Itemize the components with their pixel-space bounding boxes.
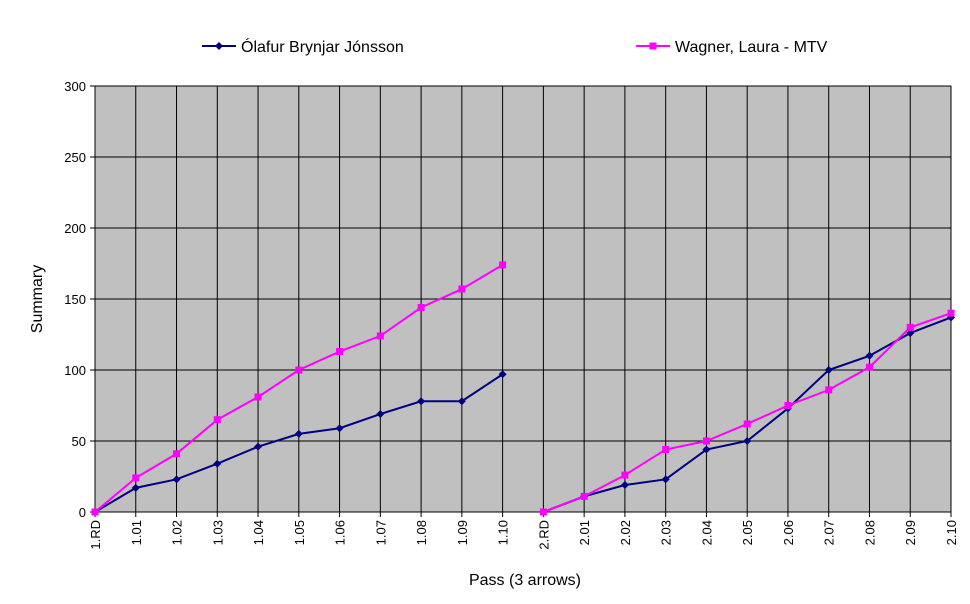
data-point — [132, 474, 140, 482]
x-axis-label: Pass (3 arrows) — [469, 572, 581, 589]
x-tick-label: 1.06 — [333, 520, 348, 545]
x-tick-label: 1.09 — [455, 520, 470, 545]
data-point — [825, 386, 833, 394]
x-tick-label: 1.05 — [292, 520, 307, 545]
data-point — [376, 332, 384, 340]
data-point — [336, 348, 344, 356]
x-tick-label: 2.07 — [822, 520, 837, 545]
data-point — [906, 329, 915, 338]
data-point — [865, 363, 873, 371]
y-tick-label: 250 — [64, 150, 86, 165]
x-tick-label: 2.01 — [577, 520, 592, 545]
data-point — [620, 481, 629, 490]
x-tick-label: 2.05 — [740, 520, 755, 545]
y-tick-label: 50 — [72, 434, 86, 449]
x-tick-label: 2.08 — [862, 520, 877, 545]
y-tick-label: 100 — [64, 363, 86, 378]
y-axis-label: Summary — [29, 265, 46, 333]
data-point — [824, 366, 833, 374]
data-point — [254, 442, 263, 451]
x-tick-label: 2.10 — [944, 520, 959, 545]
data-point — [865, 351, 874, 360]
data-point — [335, 424, 344, 433]
x-tick-label: 2.RD — [536, 520, 551, 550]
data-point — [457, 397, 466, 406]
data-point — [131, 483, 140, 492]
data-point — [417, 304, 425, 312]
data-point — [539, 508, 547, 516]
data-point — [173, 450, 181, 458]
data-point — [254, 393, 262, 401]
data-point — [213, 459, 222, 468]
data-point — [743, 437, 752, 445]
y-tick-label: 200 — [64, 221, 86, 236]
data-point — [91, 508, 99, 516]
data-point — [213, 416, 221, 424]
data-point — [702, 437, 710, 445]
legend-marker — [215, 42, 223, 50]
y-tick-label: 0 — [79, 505, 86, 520]
data-point — [294, 429, 303, 438]
x-tick-label: 2.03 — [659, 520, 674, 545]
data-point — [376, 410, 385, 419]
data-point — [458, 285, 466, 293]
data-point — [295, 366, 303, 374]
data-point — [743, 420, 751, 428]
data-point — [947, 309, 955, 317]
data-point — [702, 445, 711, 454]
x-tick-label: 2.02 — [618, 520, 633, 545]
data-point — [662, 446, 670, 454]
y-tick-label: 300 — [64, 79, 86, 94]
data-point — [580, 492, 588, 500]
x-tick-label: 2.06 — [781, 520, 796, 545]
x-tick-label: 2.04 — [699, 520, 714, 545]
y-tick-label: 150 — [64, 292, 86, 307]
data-point — [621, 471, 629, 479]
data-point — [417, 397, 426, 406]
data-point — [498, 370, 507, 379]
legend-label: Wagner, Laura - MTV — [675, 39, 828, 56]
legend-marker — [649, 42, 657, 50]
data-point — [906, 323, 914, 331]
data-point — [784, 402, 792, 409]
x-tick-label: 1.08 — [414, 520, 429, 545]
x-tick-label: 1.RD — [88, 520, 103, 550]
data-point — [172, 475, 181, 484]
x-tick-label: 1.03 — [210, 520, 225, 545]
x-tick-label: 1.02 — [170, 520, 185, 545]
x-tick-label: 1.01 — [129, 520, 144, 545]
legend-label: Ólafur Brynjar Jónsson — [241, 37, 404, 56]
x-tick-label: 1.07 — [373, 520, 388, 545]
data-point — [661, 475, 670, 484]
data-point — [499, 261, 507, 269]
x-tick-label: 2.09 — [903, 520, 918, 545]
x-tick-label: 1.04 — [251, 520, 266, 545]
x-tick-label: 1.10 — [496, 520, 511, 545]
